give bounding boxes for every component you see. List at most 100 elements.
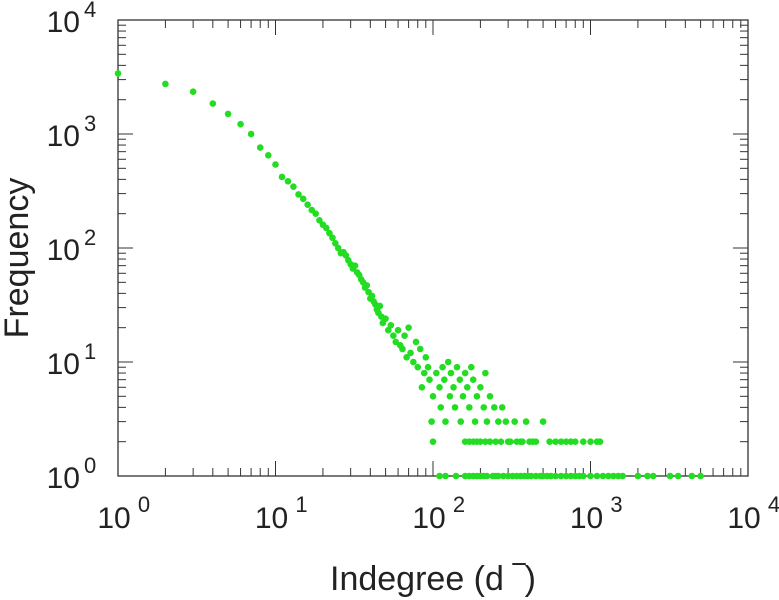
y-tick-exponent: 3: [84, 111, 96, 136]
data-point: [459, 393, 467, 400]
data-point: [284, 177, 292, 185]
data-point: [447, 369, 455, 377]
data-point: [483, 418, 491, 425]
y-tick-exponent: 0: [84, 453, 96, 478]
data-point: [414, 363, 422, 371]
data-point: [368, 292, 376, 300]
data-point: [483, 472, 491, 480]
data-point: [486, 438, 494, 445]
data-point: [557, 438, 565, 445]
data-point: [498, 404, 506, 411]
data-point: [666, 472, 674, 480]
data-point: [162, 80, 169, 88]
data-point: [539, 418, 547, 425]
data-point: [610, 472, 617, 480]
data-point: [461, 369, 469, 377]
x-tick-exponent: 4: [768, 492, 779, 517]
data-point: [444, 358, 452, 366]
data-point: [547, 472, 555, 480]
data-point: [412, 338, 420, 346]
data-point: [644, 472, 651, 480]
data-point: [407, 349, 414, 357]
data-point: [424, 363, 432, 371]
data-point: [426, 376, 433, 383]
data-point: [446, 393, 454, 400]
data-point: [420, 369, 428, 377]
data-point: [295, 191, 302, 198]
data-point: [513, 438, 521, 445]
data-point: [579, 438, 587, 445]
data-point: [593, 472, 601, 480]
plot-area: [117, 19, 749, 477]
data-point: [410, 358, 417, 366]
y-tick-exponent: 4: [84, 0, 96, 22]
x-tick-label: 10: [727, 502, 760, 535]
data-point: [599, 472, 607, 480]
data-point: [482, 438, 489, 445]
data-point: [480, 404, 488, 411]
data-point: [634, 472, 642, 480]
y-tick-label: 10: [47, 462, 80, 495]
data-point: [429, 393, 437, 400]
data-point: [264, 152, 272, 159]
data-point: [237, 120, 244, 128]
data-point: [688, 472, 696, 480]
data-point: [433, 369, 440, 377]
x-tick-exponent: 2: [453, 492, 465, 517]
data-point: [394, 326, 402, 334]
data-point: [390, 332, 397, 340]
data-point: [429, 438, 437, 445]
data-point: [452, 472, 460, 480]
data-point: [497, 438, 505, 445]
data-point: [495, 418, 502, 425]
data-point: [272, 161, 279, 168]
data-point: [490, 404, 498, 411]
data-point: [312, 210, 320, 217]
data-point: [469, 376, 477, 383]
data-point: [290, 183, 297, 190]
data-point: [482, 369, 489, 377]
y-tick-label: 10: [47, 234, 80, 267]
y-tick-label: 10: [47, 120, 80, 153]
data-point: [299, 195, 307, 203]
data-point: [363, 282, 371, 289]
x-tick-exponent: 1: [295, 492, 307, 517]
data-point: [457, 418, 465, 425]
data-point: [453, 363, 461, 371]
data-point: [500, 472, 507, 480]
data-point: [351, 262, 359, 269]
data-point: [596, 438, 604, 445]
data-point: [382, 315, 389, 322]
data-point: [436, 472, 443, 480]
data-point: [442, 472, 449, 480]
data-point: [605, 472, 612, 480]
data-point: [467, 363, 475, 371]
data-point: [437, 404, 445, 411]
data-point: [471, 418, 479, 425]
data-point: [502, 418, 510, 425]
data-point: [329, 234, 336, 242]
x-tick-exponent: 0: [138, 492, 150, 517]
y-axis-title: Frequency: [0, 178, 36, 339]
y-tick-exponent: 1: [84, 339, 96, 364]
data-point: [465, 404, 473, 411]
y-tick-label: 10: [47, 348, 80, 381]
data-point: [403, 353, 410, 361]
data-point: [256, 144, 264, 151]
data-point: [519, 438, 526, 445]
data-point: [552, 472, 559, 480]
data-point: [436, 383, 443, 391]
data-point: [247, 130, 255, 138]
data-point: [209, 100, 217, 107]
data-point: [697, 472, 704, 480]
data-point: [278, 173, 286, 181]
data-point: [384, 326, 392, 334]
data-point: [571, 438, 579, 445]
data-point: [562, 438, 570, 445]
data-point: [529, 438, 537, 445]
data-point: [619, 472, 626, 480]
data-point: [562, 472, 570, 480]
data-point: [399, 345, 406, 353]
y-tick-exponent: 2: [84, 225, 96, 250]
x-tick-label: 10: [97, 502, 130, 535]
